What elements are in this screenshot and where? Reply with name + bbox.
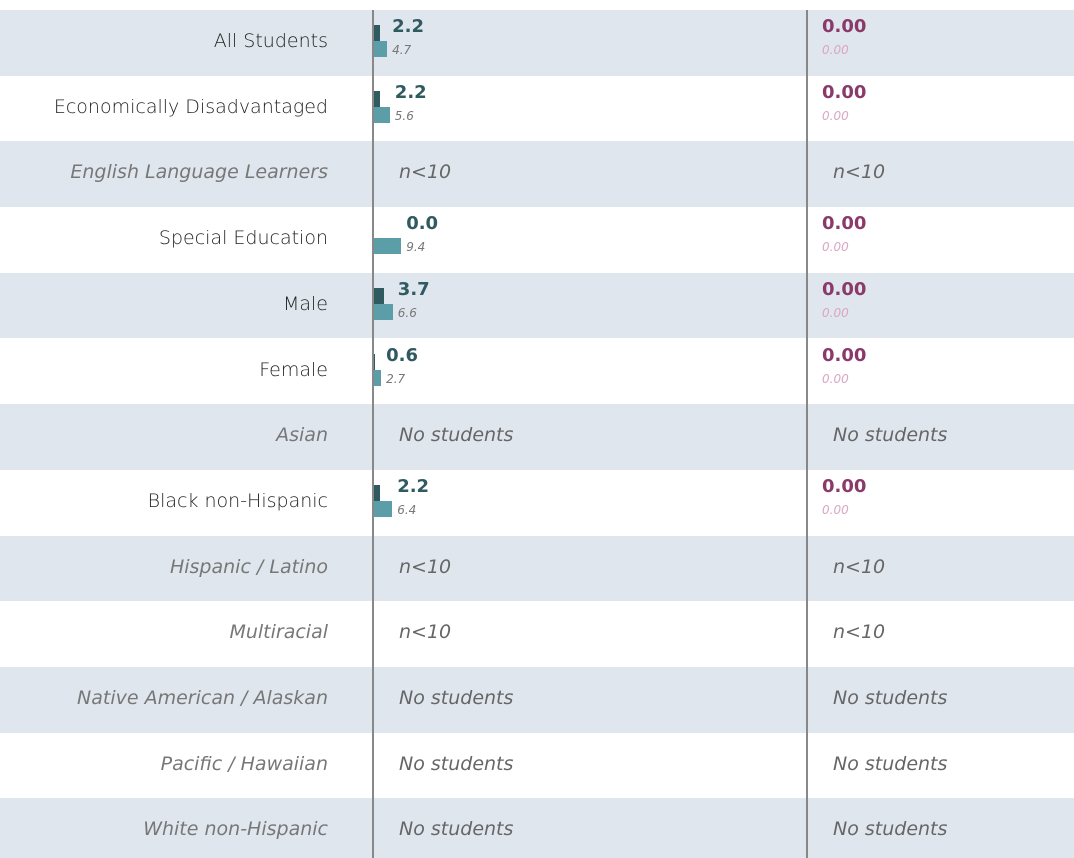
comparison-bar <box>373 500 393 517</box>
rate: 0.00 <box>822 278 867 300</box>
divider <box>806 10 808 858</box>
note: n<10 <box>833 161 886 184</box>
table-row: All Students 2.2 4.7 0.00 0.00 <box>0 10 1074 76</box>
comparison-bar <box>373 106 390 123</box>
row-label: Asian <box>276 424 328 447</box>
note: n<10 <box>399 161 452 184</box>
row-label: Hispanic / Latino <box>169 555 328 578</box>
note: n<10 <box>833 621 886 644</box>
table-row: Native American / Alaskan No students No s… <box>0 667 1074 733</box>
table-row: Male 3.7 6.6 0.00 0.00 <box>0 272 1074 339</box>
rate: 0.00 <box>822 81 867 103</box>
row-label: White non-Hispanic <box>143 818 328 841</box>
row-label: Male <box>282 292 328 315</box>
row-label: Special Education <box>158 227 328 250</box>
rate: 0.00 <box>822 475 867 497</box>
row-label: Female <box>259 358 328 381</box>
value: 3.7 <box>397 278 430 300</box>
comparison: 6.4 <box>397 502 417 517</box>
table-row: Asian No students No students <box>0 404 1074 470</box>
row-label: Black non-Hispanic <box>147 489 328 512</box>
note: No students <box>833 687 948 709</box>
table-row: Black non-Hispanic 2.2 6.4 0.00 0.00 <box>0 470 1074 536</box>
table-row: Hispanic / Latino n<10 n<10 <box>0 535 1074 602</box>
note: No students <box>399 424 514 447</box>
comparison: 5.6 <box>394 108 414 123</box>
rate-comparison: 0.00 <box>822 108 849 123</box>
value: 0.6 <box>386 344 418 366</box>
rate-comparison: 0.00 <box>822 240 849 255</box>
row-label: Native American / Alaskan <box>77 687 328 709</box>
value: 2.2 <box>392 16 424 37</box>
comparison: 6.6 <box>397 305 417 320</box>
bar <box>373 25 380 41</box>
bar <box>373 287 385 304</box>
row-label: Economically Disadvantaged <box>53 95 328 118</box>
table-row: Economically Disadvantaged 2.2 5.6 0.00 0.00 <box>0 76 1074 142</box>
note: No students <box>833 818 948 841</box>
row-label: Pacific / Hawaiian <box>160 752 328 775</box>
note: n<10 <box>833 555 886 578</box>
comparison-bar <box>373 238 402 255</box>
table-row: Multiracial n<10 n<10 <box>0 601 1074 667</box>
table-row: Special Education 0.0 9.4 0.00 0.00 <box>0 207 1074 273</box>
divider <box>372 10 374 858</box>
rate-comparison: 0.00 <box>822 305 849 320</box>
comparison: 4.7 <box>392 43 412 57</box>
note: No students <box>833 752 948 775</box>
note: No students <box>399 687 514 709</box>
note: n<10 <box>399 621 452 644</box>
note: n<10 <box>399 555 452 578</box>
comparison-bar <box>373 303 393 320</box>
value: 2.2 <box>397 475 430 497</box>
rate-comparison: 0.00 <box>822 371 849 386</box>
table-row: White non-Hispanic No students No students <box>0 798 1074 858</box>
bar <box>373 90 380 107</box>
rate: 0.00 <box>822 213 867 235</box>
note: No students <box>399 752 514 775</box>
row-label: All Students <box>213 30 328 52</box>
value: 2.2 <box>394 81 427 103</box>
row-label: English Language Learners <box>70 161 328 184</box>
comparison-bar <box>373 41 388 57</box>
note: No students <box>833 424 948 447</box>
comparison: 9.4 <box>406 240 426 255</box>
table-row: Pacific / Hawaiian No students No students <box>0 733 1074 799</box>
table-row: English Language Learners n<10 n<10 <box>0 141 1074 208</box>
rate-comparison: 0.00 <box>822 43 849 57</box>
row-label: Multiracial <box>229 621 328 644</box>
comparison: 2.7 <box>386 371 406 386</box>
rate: 0.00 <box>822 344 867 366</box>
value: 0.0 <box>406 213 439 235</box>
note: No students <box>399 818 514 841</box>
rate: 0.00 <box>822 16 867 37</box>
comparison-bar <box>373 369 382 386</box>
rate-comparison: 0.00 <box>822 502 849 517</box>
bar <box>373 484 380 501</box>
table-row: Female 0.6 2.7 0.00 0.00 <box>0 339 1074 405</box>
